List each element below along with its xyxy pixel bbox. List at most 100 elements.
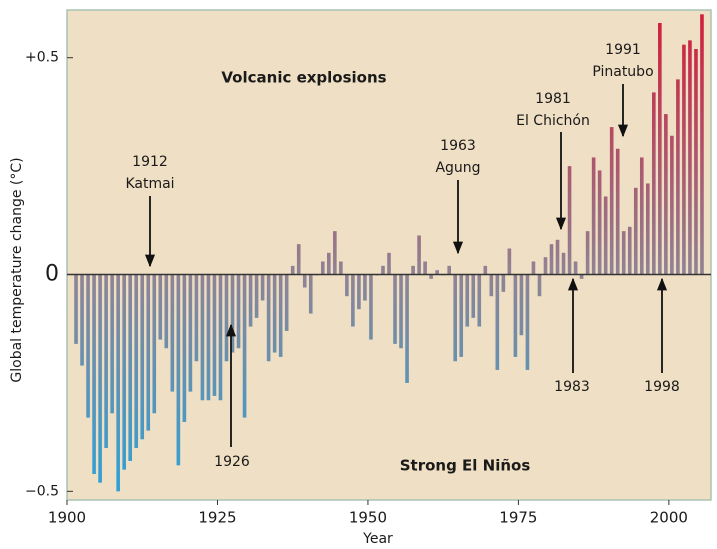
bar (188, 274, 193, 392)
bar (152, 274, 157, 414)
bar (585, 231, 590, 275)
bar (357, 274, 361, 310)
y-tick-label: 0 (45, 262, 59, 287)
bar (447, 265, 451, 275)
bar (423, 261, 427, 275)
bar (296, 244, 301, 275)
bar (345, 274, 349, 297)
bar (363, 274, 367, 301)
bar (700, 14, 704, 275)
bar (453, 274, 458, 362)
bar (80, 274, 84, 366)
x-tick-label: 1900 (48, 509, 86, 527)
bar (393, 274, 397, 344)
bar (417, 235, 421, 275)
bar (531, 261, 536, 275)
bar (537, 274, 542, 297)
bar (507, 248, 512, 275)
x-axis-label: Year (362, 531, 393, 547)
bar (339, 261, 343, 275)
bar (459, 274, 464, 357)
bar (278, 274, 283, 357)
annotation: El Chichón (516, 113, 590, 129)
bar (327, 252, 331, 275)
bar (266, 274, 271, 362)
bar (248, 274, 253, 327)
bar (158, 274, 163, 340)
bar (591, 157, 596, 275)
annotation: 1981 (535, 91, 571, 107)
bar (194, 274, 199, 362)
y-tick-label: −0.5 (25, 483, 59, 499)
bar (555, 239, 560, 275)
annotation: 1963 (440, 138, 476, 154)
y-axis-label: Global temperature change (°C) (9, 157, 25, 382)
bar (694, 49, 698, 275)
annotation: 1926 (214, 454, 250, 470)
bar (621, 231, 626, 275)
bar (519, 274, 524, 336)
bar (86, 274, 90, 418)
bar (272, 274, 277, 353)
bar (603, 196, 608, 275)
bar (122, 274, 126, 470)
bar (182, 274, 187, 422)
annotation: Volcanic explosions (221, 69, 386, 87)
bar (351, 274, 355, 327)
bar (260, 274, 265, 301)
bar (670, 135, 674, 275)
bar (682, 44, 686, 275)
bar (230, 274, 235, 353)
annotation: 1983 (554, 379, 590, 395)
bar (212, 274, 217, 396)
annotation: Katmai (125, 176, 174, 192)
annotation: Pinatubo (592, 64, 653, 80)
bar (218, 274, 223, 401)
bar (429, 274, 433, 279)
bar (333, 231, 337, 275)
bar (489, 274, 494, 297)
annotation: 1991 (605, 42, 641, 58)
bar (224, 274, 229, 362)
annotation: 1912 (132, 154, 168, 170)
x-tick-label: 2000 (650, 509, 688, 527)
bar (435, 270, 439, 275)
bar (609, 127, 614, 275)
bar (128, 274, 133, 461)
bar (387, 252, 391, 275)
bar (676, 79, 680, 275)
bar (116, 274, 120, 492)
bar (302, 274, 307, 288)
bar (633, 187, 638, 275)
bar (561, 252, 566, 275)
bar (639, 157, 644, 275)
bar (200, 274, 205, 401)
bar (206, 274, 211, 401)
bar (477, 274, 482, 327)
bar (513, 274, 518, 357)
x-tick-label: 1950 (349, 509, 387, 527)
bar (567, 166, 572, 275)
bar (98, 274, 102, 483)
bar (399, 274, 403, 349)
bar (579, 274, 584, 279)
bar (411, 265, 415, 275)
bar (573, 261, 578, 275)
bar (627, 226, 632, 275)
bar (146, 274, 151, 431)
bar (134, 274, 139, 448)
bar (549, 244, 554, 275)
bar (471, 274, 476, 318)
y-tick-label: +0.5 (25, 50, 59, 66)
bar (284, 274, 289, 331)
annotation: Strong El Niños (400, 457, 531, 475)
bar (110, 274, 114, 414)
bar (140, 274, 145, 440)
bar (501, 274, 506, 292)
bar (254, 274, 259, 318)
bar (74, 274, 78, 344)
bar (381, 265, 385, 275)
bar (236, 274, 241, 349)
bar (664, 114, 668, 275)
